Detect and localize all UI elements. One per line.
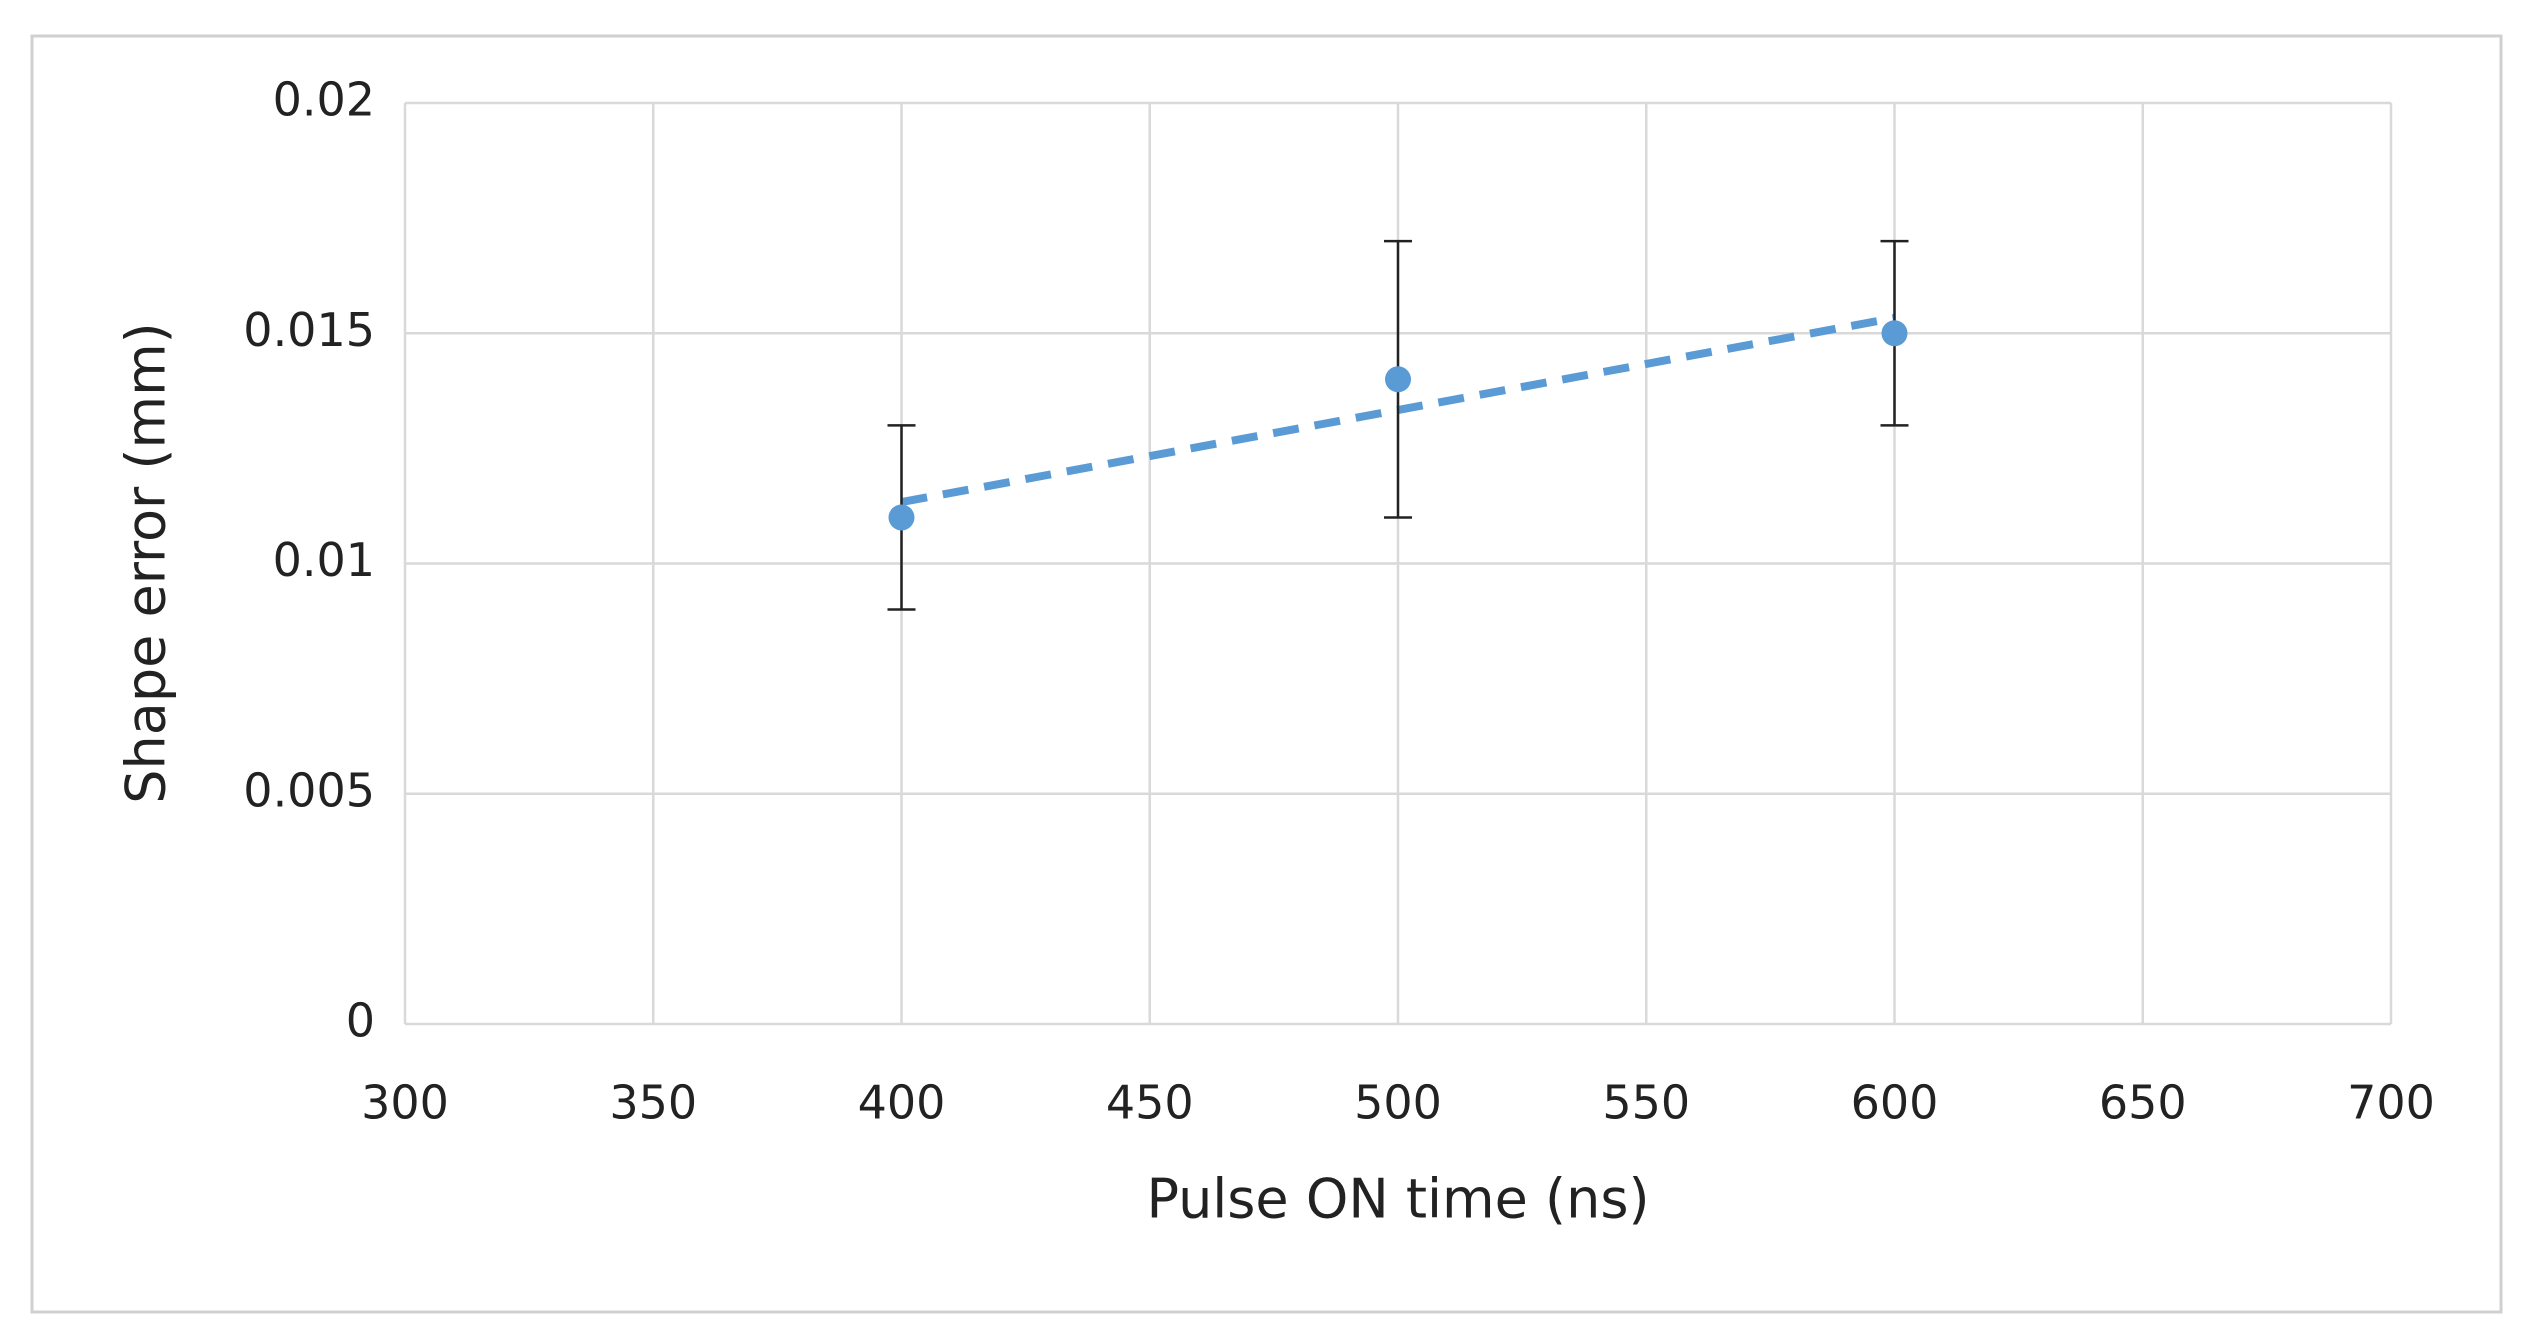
- point: [1385, 366, 1411, 393]
- y-tick-label: 0.015: [243, 303, 375, 357]
- x-tick-label: 500: [1354, 1076, 1442, 1130]
- x-tick-label: 350: [609, 1076, 697, 1130]
- x-tick-label: 550: [1602, 1076, 1690, 1130]
- x-tick-label: 700: [2347, 1076, 2435, 1130]
- y-tick-label: 0.005: [243, 763, 375, 817]
- y-tick-label: 0: [346, 994, 375, 1048]
- x-axis-title: Pulse ON time (ns): [1146, 1168, 1649, 1231]
- chart-border: [30, 34, 2503, 1314]
- x-tick-label: 450: [1106, 1076, 1194, 1130]
- y-tick-label: 0.02: [273, 73, 375, 127]
- x-tick-label: 300: [361, 1076, 449, 1130]
- point: [888, 504, 915, 531]
- x-tick-label: 650: [2099, 1076, 2187, 1130]
- x-tick-label: 600: [1851, 1076, 1939, 1130]
- y-tick-label: 0.01: [273, 533, 375, 587]
- x-tick-label: 400: [858, 1076, 946, 1130]
- point: [1881, 320, 1908, 347]
- y-axis-title: Shape error (mm): [115, 322, 178, 804]
